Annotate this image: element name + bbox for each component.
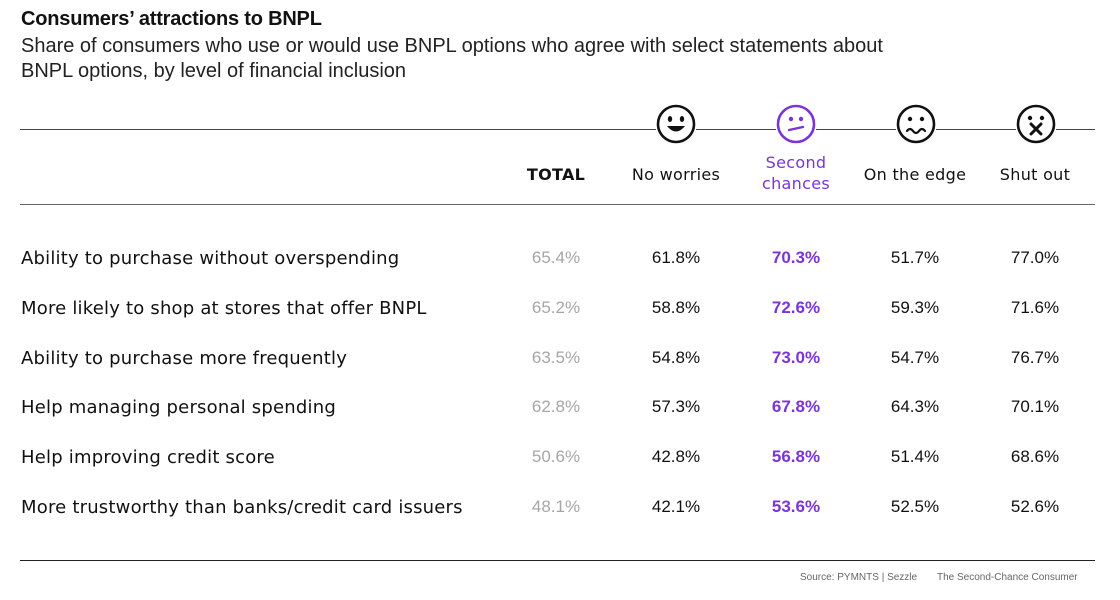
cell-second-chances: 67.8% <box>771 397 821 417</box>
chart-subtitle: Share of consumers who use or would use … <box>21 35 883 82</box>
cell-second-chances: 53.6% <box>771 497 821 516</box>
row-label: More likely to shop at stores that offer… <box>21 297 427 319</box>
header-divider <box>20 204 1095 205</box>
cell-on-the-edge: 59.3% <box>890 297 940 317</box>
cell-on-the-edge: 51.7% <box>890 248 940 267</box>
table-row: More trustworthy than banks/credit card … <box>0 497 1120 547</box>
row-label: Ability to purchase more frequently <box>21 347 348 369</box>
neutral-face-icon <box>776 104 816 144</box>
worried-face-icon <box>896 104 936 144</box>
cell-no-worries: 57.3% <box>651 397 701 417</box>
cell-no-worries: 42.1% <box>651 497 701 516</box>
cell-second-chances: 56.8% <box>771 447 821 467</box>
column-header-on-the-edge: On the edge <box>863 165 967 184</box>
cell-on-the-edge: 51.4% <box>890 447 940 467</box>
cell-shut-out: 77.0% <box>1010 248 1060 267</box>
source-note: Source: PYMNTS | Sezzle <box>800 572 918 583</box>
column-header-total: TOTAL <box>526 165 586 184</box>
column-header-shut-out: Shut out <box>999 165 1071 184</box>
column-header-no-worries: No worries <box>631 165 721 184</box>
cell-second-chances: 72.6% <box>771 297 821 317</box>
cell-total: 65.4% <box>531 248 581 267</box>
row-label: Ability to purchase without overspending <box>21 248 400 269</box>
cell-second-chances: 73.0% <box>771 347 821 367</box>
row-label: More trustworthy than banks/credit card … <box>21 497 463 518</box>
cell-on-the-edge: 64.3% <box>890 397 940 417</box>
happy-face-icon <box>656 104 696 144</box>
cell-total: 63.5% <box>531 347 581 367</box>
cell-shut-out: 76.7% <box>1010 347 1060 367</box>
cell-total: 48.1% <box>531 497 581 516</box>
dizzy-face-icon <box>1016 104 1056 144</box>
cell-total: 62.8% <box>531 397 581 417</box>
chart-title: Consumers’ attractions to BNPL <box>21 8 322 30</box>
cell-no-worries: 61.8% <box>651 248 701 267</box>
cell-total: 65.2% <box>531 297 581 317</box>
table-row: Help improving credit score 50.6% 42.8% 56.… <box>0 447 1120 497</box>
cell-shut-out: 52.6% <box>1010 497 1060 516</box>
table-row: More likely to shop at stores that offer… <box>0 298 1120 348</box>
cell-second-chances: 70.3% <box>771 248 821 267</box>
cell-shut-out: 71.6% <box>1010 297 1060 317</box>
cell-no-worries: 54.8% <box>651 347 701 367</box>
cell-on-the-edge: 54.7% <box>890 347 940 367</box>
cell-shut-out: 70.1% <box>1010 397 1060 417</box>
table-row: Ability to purchase without overspending… <box>0 248 1120 298</box>
report-name: The Second-Chance Consumer <box>937 572 1078 583</box>
cell-total: 50.6% <box>531 447 581 467</box>
cell-no-worries: 58.8% <box>651 297 701 317</box>
top-divider <box>20 129 1095 130</box>
bottom-divider <box>20 560 1095 561</box>
cell-no-worries: 42.8% <box>651 447 701 467</box>
cell-on-the-edge: 52.5% <box>890 497 940 516</box>
cell-shut-out: 68.6% <box>1010 447 1060 467</box>
column-header-second-chances: Second chances <box>762 153 830 193</box>
row-label: Help improving credit score <box>21 447 275 469</box>
row-label: Help managing personal spending <box>21 397 336 419</box>
table-row: Help managing personal spending 62.8% 57.3… <box>0 397 1120 447</box>
table-row: Ability to purchase more frequently 63.5%… <box>0 348 1120 398</box>
